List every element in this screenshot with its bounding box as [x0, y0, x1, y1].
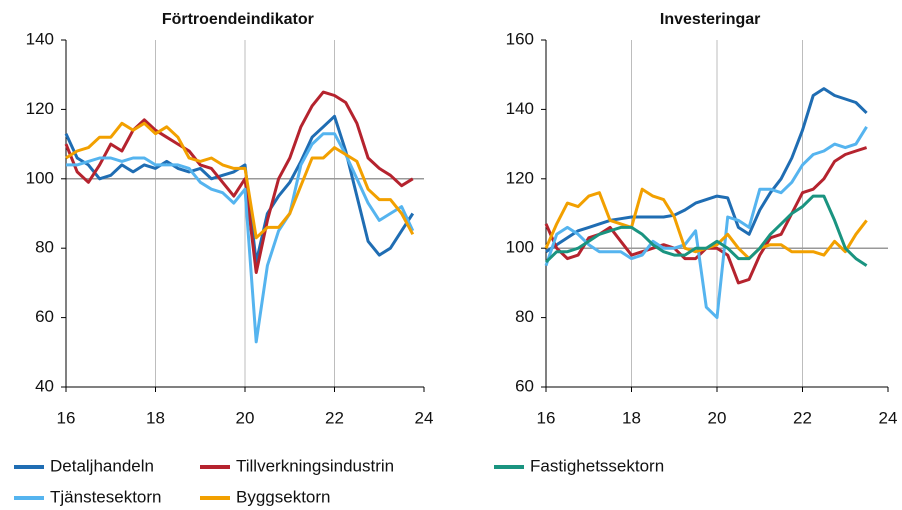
series-line: [544, 126, 868, 320]
x-tick-label: 22: [325, 408, 344, 427]
series-line: [64, 90, 414, 274]
x-tick-label: 24: [415, 408, 434, 427]
legend-label: Tillverkningsindustrin: [236, 456, 394, 475]
x-tick-label: 16: [537, 408, 556, 427]
chart-title: Investeringar: [660, 11, 760, 28]
legend-label: Detaljhandeln: [50, 456, 154, 475]
x-tick-label: 18: [146, 408, 165, 427]
x-tick-label: 22: [793, 408, 812, 427]
y-tick-label: 160: [506, 29, 534, 48]
series-line: [545, 87, 868, 253]
x-tick-label: 24: [879, 408, 898, 427]
y-tick-label: 140: [26, 29, 54, 48]
y-tick-label: 80: [515, 307, 534, 326]
x-tick-label: 20: [708, 408, 727, 427]
series-line: [65, 121, 415, 240]
series-line: [544, 194, 868, 267]
y-tick-label: 60: [35, 307, 54, 326]
legend-label: Fastighetssektorn: [530, 456, 664, 475]
y-tick-label: 100: [26, 168, 54, 187]
y-tick-label: 120: [26, 99, 54, 118]
y-tick-label: 120: [506, 168, 534, 187]
series-line: [66, 132, 415, 344]
y-tick-label: 100: [506, 238, 534, 257]
x-tick-label: 20: [236, 408, 255, 427]
legend-label: Tjänstesektorn: [50, 487, 162, 506]
x-tick-label: 18: [622, 408, 641, 427]
y-tick-label: 80: [35, 238, 54, 257]
y-tick-label: 140: [506, 99, 534, 118]
series-line: [544, 146, 868, 285]
y-tick-label: 60: [515, 376, 534, 395]
x-tick-label: 16: [57, 408, 76, 427]
legend-label: Byggsektorn: [236, 487, 331, 506]
chart-title: Förtroendeindikator: [162, 11, 314, 28]
y-tick-label: 40: [35, 376, 54, 395]
